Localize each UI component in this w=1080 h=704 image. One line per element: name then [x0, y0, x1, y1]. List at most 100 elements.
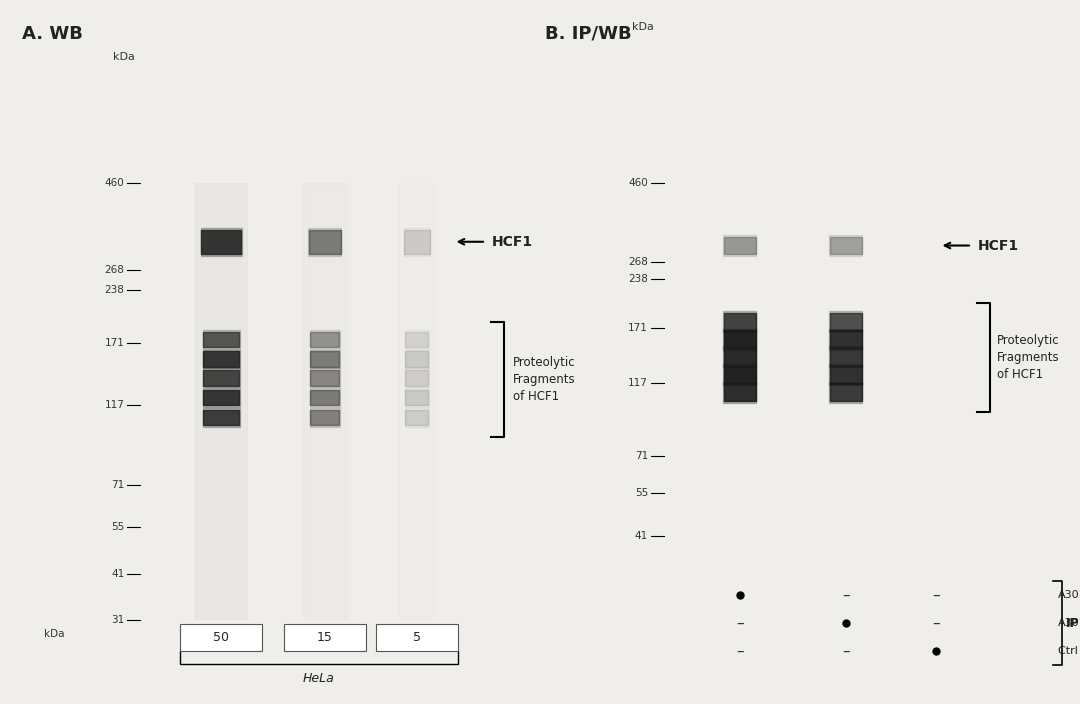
Bar [829, 383, 862, 401]
Bar [405, 351, 429, 367]
Text: 5: 5 [413, 631, 421, 644]
Bar [829, 366, 862, 384]
Bar [310, 368, 339, 387]
Bar [310, 370, 339, 386]
Bar [203, 389, 240, 407]
Text: 268: 268 [105, 265, 124, 275]
Text: B. IP/WB: B. IP/WB [545, 25, 632, 43]
Bar [724, 235, 756, 256]
Bar [829, 346, 862, 367]
Bar [724, 237, 756, 254]
Bar [404, 228, 430, 256]
Bar [405, 390, 429, 406]
Bar [829, 237, 862, 254]
Text: HCF1: HCF1 [977, 239, 1018, 253]
Bar [203, 332, 239, 347]
Bar [724, 330, 756, 348]
Bar [310, 351, 339, 367]
Bar [829, 330, 862, 348]
Text: 55: 55 [111, 522, 124, 532]
Text: 71: 71 [635, 451, 648, 461]
Bar [724, 346, 756, 367]
Text: Ctrl IgG: Ctrl IgG [1058, 646, 1080, 656]
Text: A. WB: A. WB [22, 25, 82, 43]
Bar [201, 228, 242, 256]
Bar [310, 408, 339, 427]
Bar [308, 228, 341, 256]
Text: 238: 238 [629, 275, 648, 284]
Bar [405, 350, 429, 368]
Text: Proteolytic
Fragments
of HCF1: Proteolytic Fragments of HCF1 [997, 334, 1059, 381]
Text: 15: 15 [316, 631, 333, 644]
Bar [724, 383, 756, 401]
Bar [310, 389, 339, 407]
Bar [829, 313, 862, 331]
Text: –: – [735, 615, 744, 631]
Text: 41: 41 [111, 570, 124, 579]
Text: –: – [841, 587, 850, 603]
Text: 238: 238 [105, 284, 124, 295]
Bar [201, 230, 241, 253]
Text: 171: 171 [629, 322, 648, 333]
Bar [405, 389, 429, 407]
Text: kDa: kDa [632, 22, 653, 32]
Bar [203, 350, 240, 368]
Text: 55: 55 [635, 489, 648, 498]
Text: –: – [735, 643, 744, 659]
Bar [724, 348, 756, 366]
Bar [310, 350, 339, 368]
Bar [376, 624, 458, 651]
Bar [284, 624, 366, 651]
Text: 41: 41 [635, 532, 648, 541]
Bar [724, 382, 756, 403]
Bar [405, 368, 429, 387]
Text: –: – [932, 587, 941, 603]
Text: Proteolytic
Fragments
of HCF1: Proteolytic Fragments of HCF1 [513, 356, 576, 403]
Bar [310, 330, 339, 348]
Bar [405, 410, 429, 425]
Bar [203, 410, 239, 425]
Bar [309, 230, 341, 253]
Text: HeLa: HeLa [303, 672, 335, 685]
Bar [203, 330, 240, 348]
Bar [180, 624, 262, 651]
Text: A301-399A: A301-399A [1058, 590, 1080, 600]
Bar [310, 332, 339, 347]
Bar [405, 330, 429, 348]
Bar [203, 368, 240, 387]
Bar [203, 351, 239, 367]
Text: HCF1: HCF1 [491, 234, 532, 249]
Bar [829, 329, 862, 350]
Bar [404, 230, 430, 253]
Bar [829, 348, 862, 366]
Bar [203, 390, 239, 406]
Bar [724, 329, 756, 350]
Bar [203, 370, 239, 386]
Text: 117: 117 [105, 400, 124, 410]
Text: 31: 31 [111, 615, 124, 624]
Bar [302, 183, 347, 620]
Text: 460: 460 [629, 178, 648, 188]
Text: 171: 171 [105, 338, 124, 348]
Text: 50: 50 [213, 631, 229, 644]
Bar [399, 183, 435, 620]
Bar [724, 313, 756, 331]
Bar [405, 370, 429, 386]
Bar [724, 311, 756, 332]
Text: 71: 71 [111, 480, 124, 491]
Bar [829, 235, 862, 256]
Bar [405, 332, 429, 347]
Text: –: – [932, 615, 941, 631]
Text: kDa: kDa [113, 52, 135, 62]
Bar [310, 390, 339, 406]
Text: IP: IP [1066, 617, 1080, 629]
Text: –: – [841, 643, 850, 659]
Text: 460: 460 [105, 178, 124, 188]
Bar [724, 364, 756, 385]
Text: 117: 117 [629, 378, 648, 388]
Bar [829, 382, 862, 403]
Bar [310, 410, 339, 425]
Text: A301-400A: A301-400A [1058, 618, 1080, 628]
Bar [405, 408, 429, 427]
Bar [829, 311, 862, 332]
